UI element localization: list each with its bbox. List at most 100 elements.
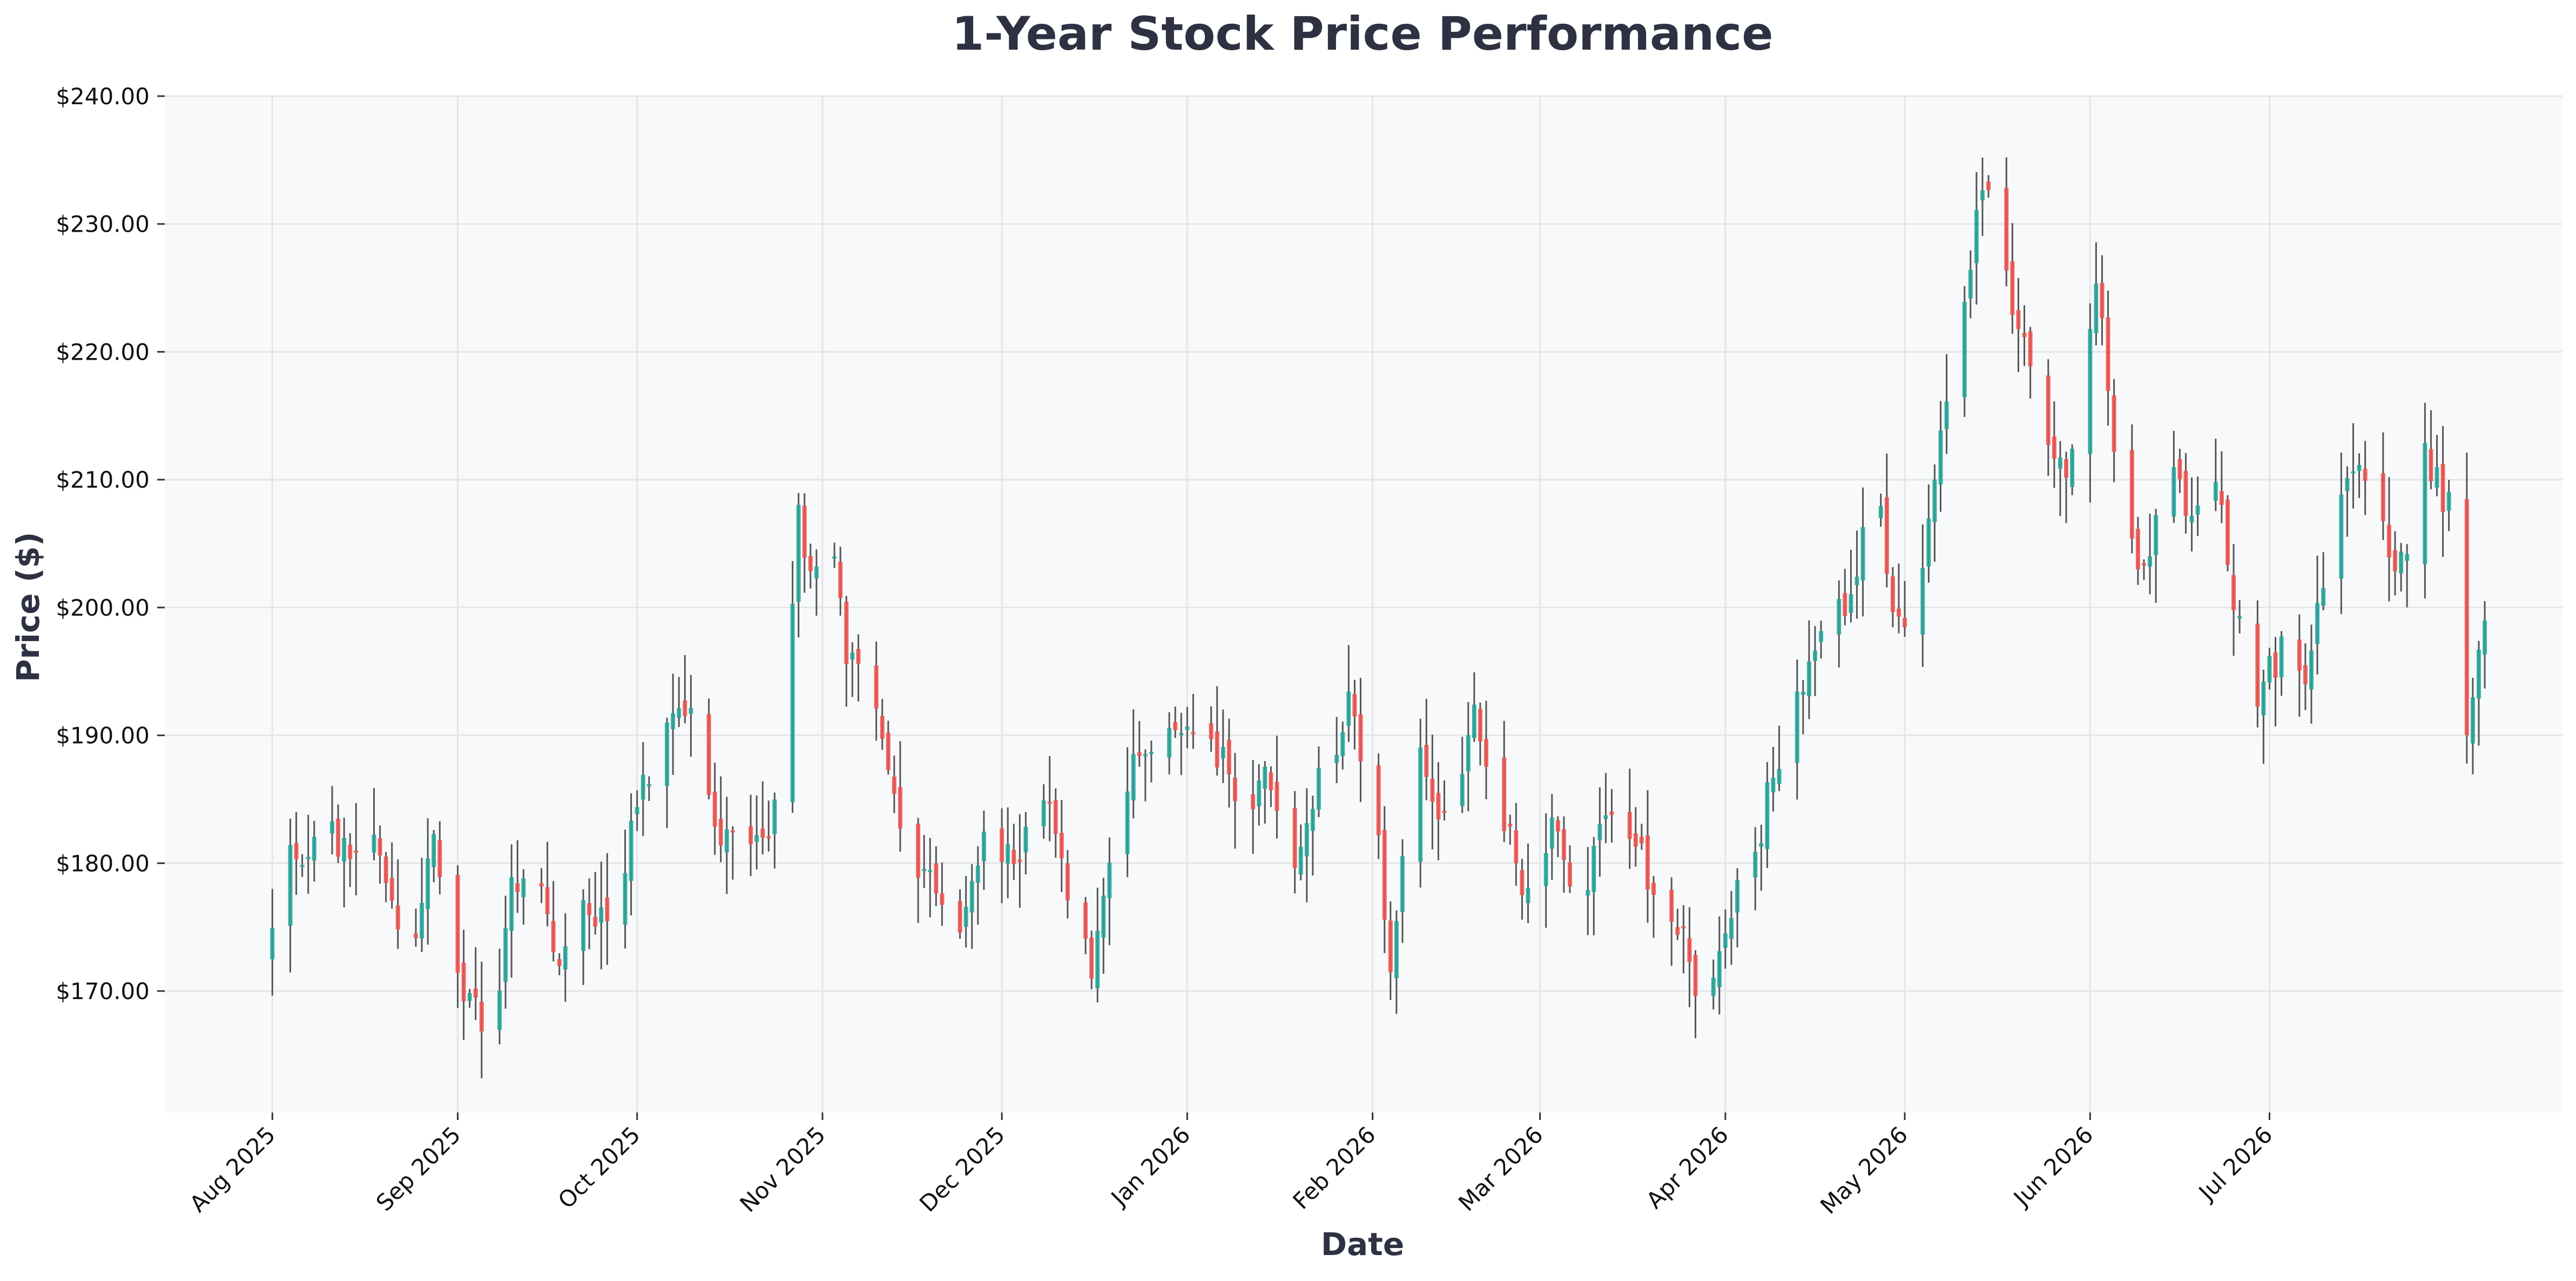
candle-body-down [1442, 810, 1447, 813]
candle-body-down [557, 959, 562, 966]
candle-body-up [689, 708, 693, 714]
candle-body-down [2046, 375, 2051, 445]
chart-title: 1-Year Stock Price Performance [952, 7, 1773, 61]
candle-body-down [1609, 811, 1614, 815]
candle-body-down [515, 883, 520, 892]
candle-body-up [1400, 856, 1405, 913]
candle-body-down [1358, 714, 1363, 761]
candle-body-up [1938, 430, 1943, 485]
candle-body-down [2386, 524, 2391, 558]
candle-body-down [593, 916, 598, 927]
candle-body-down [383, 856, 388, 884]
candle-body-up [1592, 846, 1596, 892]
candle-body-down [844, 601, 849, 664]
candle-body-down [437, 840, 442, 878]
candle-body-up [1944, 401, 1949, 429]
candle-body-down [455, 874, 460, 973]
candle-body-up [1095, 931, 1100, 988]
candle-body-up [2148, 556, 2152, 567]
candle-body-up [1860, 527, 1865, 581]
plot-area [165, 96, 2562, 1113]
candle-body-down [1137, 752, 1142, 756]
candle-body-down [414, 933, 419, 939]
candle-body-down [1083, 902, 1088, 939]
candle-body-down [1430, 779, 1435, 802]
candle-body-down [1382, 830, 1387, 920]
candle-body-down [545, 887, 550, 914]
candle-body-down [1669, 889, 1674, 922]
candle-body-up [969, 881, 974, 913]
candle-body-up [1849, 594, 1853, 613]
candle-body-down [760, 828, 765, 838]
candle-body-up [1974, 210, 1979, 264]
candle-body-up [646, 784, 651, 787]
candle-body-down [934, 863, 939, 894]
candle-body-up [330, 821, 335, 834]
candle-body-up [1586, 889, 1590, 896]
candle-body-down [2016, 310, 2021, 329]
candle-body-up [1962, 301, 1967, 397]
candle-body-up [2267, 656, 2272, 683]
candle-body-down [1645, 835, 1650, 890]
candle-body-up [2339, 494, 2344, 579]
candle-body-down [2064, 459, 2068, 478]
candle-body-down [551, 921, 556, 953]
candle-body-up [1125, 791, 1130, 854]
candle-body-down [473, 988, 478, 998]
candle-body-down [1478, 709, 1482, 741]
candle-body-up [372, 834, 376, 853]
candle-body-up [1149, 752, 1154, 754]
candle-body-down [2010, 261, 2015, 315]
candle-body-down [1000, 828, 1004, 862]
candle-body-down [2129, 450, 2134, 539]
candle-body-up [1131, 754, 1136, 801]
candle-body-up [467, 993, 472, 1001]
candle-body-down [683, 700, 687, 716]
candle-body-up [1819, 631, 1824, 642]
candle-body-up [2261, 682, 2266, 716]
candle-body-down [2440, 463, 2445, 513]
y-tick-label: $170.00 [56, 978, 150, 1004]
candle-body-down [2225, 500, 2230, 565]
y-tick-label: $220.00 [56, 339, 150, 365]
candle-body-up [1263, 766, 1267, 789]
candle-body-up [975, 865, 980, 883]
candle-body-up [850, 652, 855, 660]
candle-body-up [1340, 732, 1345, 757]
candle-body-up [2070, 448, 2075, 487]
y-tick-label: $240.00 [56, 83, 150, 110]
candle-body-down [1251, 794, 1256, 810]
candle-body-up [1257, 780, 1262, 806]
candle-body-up [312, 837, 316, 861]
candle-body-up [1185, 726, 1190, 730]
candle-body-down [1352, 694, 1357, 717]
candle-body-down [1089, 938, 1094, 979]
candle-body-up [963, 906, 968, 927]
candle-body-down [1693, 955, 1698, 996]
candle-body-up [1179, 733, 1184, 736]
candle-body-down [2273, 652, 2278, 678]
candle-body-down [2135, 529, 2140, 570]
candle-body-down [294, 843, 299, 860]
candle-body-up [772, 799, 777, 834]
candle-body-down [1209, 723, 1213, 739]
candle-body-up [2357, 464, 2362, 471]
candle-body-down [479, 1001, 484, 1031]
x-tick-label: Aug 2025 [185, 1121, 281, 1217]
candle-body-down [2022, 333, 2027, 338]
candle-body-up [1603, 815, 1608, 819]
candle-body-up [1023, 826, 1028, 853]
candle-body-up [2351, 471, 2356, 474]
candle-body-up [342, 838, 347, 862]
candle-body-down [1675, 927, 1680, 935]
y-tick-label: $180.00 [56, 850, 150, 877]
candle-body-up [1753, 852, 1758, 878]
candle-body-down [1065, 863, 1070, 901]
candle-body-down [2297, 639, 2302, 671]
x-tick-label: Jun 2026 [2007, 1121, 2098, 1212]
candle-body-up [1334, 754, 1339, 764]
candle-body-down [2112, 395, 2116, 452]
candle-body-down [2231, 575, 2236, 610]
candle-body-up [1926, 518, 1931, 567]
